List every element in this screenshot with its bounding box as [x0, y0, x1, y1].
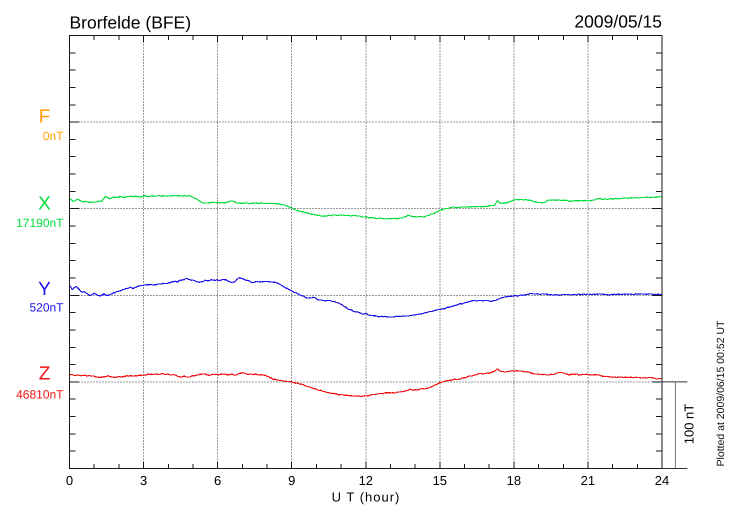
svg-text:0: 0	[66, 473, 73, 488]
svg-text:9: 9	[288, 473, 295, 488]
svg-text:U T (hour): U T (hour)	[332, 490, 401, 505]
svg-text:F: F	[39, 107, 51, 128]
svg-text:520nT: 520nT	[29, 300, 64, 314]
svg-text:100 nT: 100 nT	[682, 404, 697, 445]
svg-text:Plotted at 2009/06/15 00:52 UT: Plotted at 2009/06/15 00:52 UT	[715, 320, 727, 467]
svg-text:15: 15	[433, 473, 447, 488]
svg-text:12: 12	[359, 473, 373, 488]
svg-text:17190nT: 17190nT	[16, 216, 64, 230]
svg-text:2009/05/15: 2009/05/15	[574, 12, 662, 32]
svg-text:Y: Y	[38, 279, 51, 300]
svg-text:46810nT: 46810nT	[16, 387, 64, 401]
svg-text:18: 18	[507, 473, 521, 488]
svg-text:Z: Z	[39, 364, 51, 385]
svg-text:6: 6	[214, 473, 221, 488]
svg-text:21: 21	[581, 473, 595, 488]
svg-text:0nT: 0nT	[43, 129, 64, 143]
svg-text:Brorfelde (BFE): Brorfelde (BFE)	[70, 13, 192, 33]
svg-text:3: 3	[140, 473, 147, 488]
svg-text:X: X	[38, 193, 51, 214]
svg-text:24: 24	[655, 473, 669, 488]
